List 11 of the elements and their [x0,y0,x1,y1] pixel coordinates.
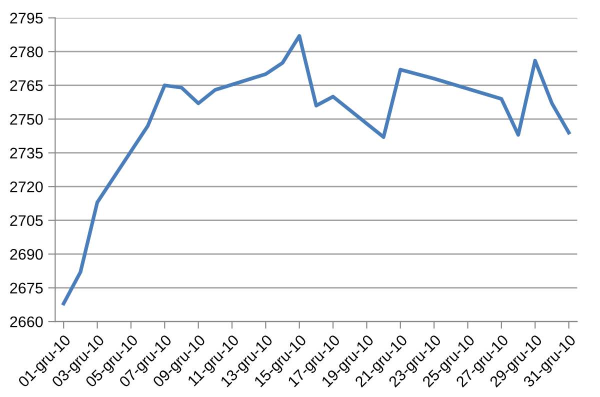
y-tick-label: 2660 [10,316,43,328]
y-tick-label: 2750 [10,114,43,125]
line-series [62,34,571,306]
y-tick-label: 2795 [10,12,43,24]
y-tick-label: 2735 [10,148,43,159]
y-tick-label: 2705 [10,215,43,226]
y-tick-label: 2720 [10,181,43,192]
y-tick-label: 2765 [10,80,43,92]
y-tick-label: 2675 [10,282,43,294]
y-tick-label: 2780 [10,46,43,58]
y-tick-label: 2690 [10,248,43,260]
